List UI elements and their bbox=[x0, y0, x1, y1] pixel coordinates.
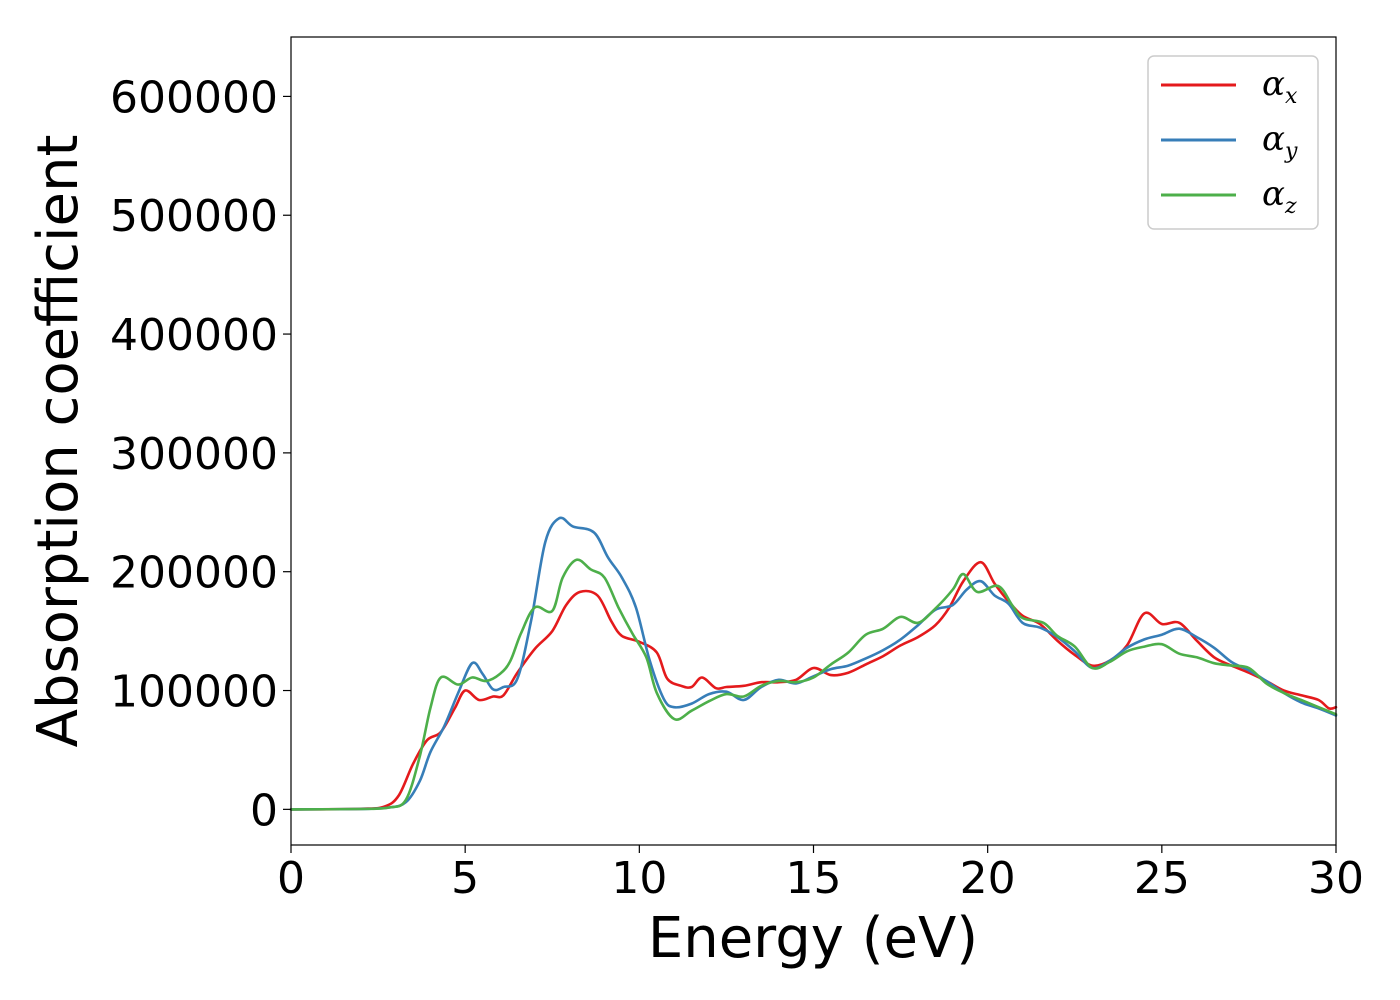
x-tick-label: 5 bbox=[451, 853, 479, 904]
legend-label-subscript: y bbox=[1284, 139, 1298, 164]
legend-label-y: αy bbox=[1262, 119, 1298, 164]
y-tick-label: 0 bbox=[250, 785, 278, 836]
x-tick-label: 25 bbox=[1134, 853, 1190, 904]
y-tick-label: 600000 bbox=[110, 72, 278, 123]
x-tick-label: 20 bbox=[960, 853, 1016, 904]
x-axis-title: Energy (eV) bbox=[648, 906, 978, 971]
legend-label-symbol: α bbox=[1262, 64, 1285, 104]
series-line-x bbox=[289, 560, 1338, 811]
legend-label-symbol: α bbox=[1262, 119, 1285, 159]
legend-label-z: αz bbox=[1262, 174, 1297, 219]
legend-box bbox=[1147, 55, 1319, 230]
legend-label-subscript: z bbox=[1284, 194, 1297, 219]
y-tick-label: 400000 bbox=[110, 310, 278, 361]
x-tick-label: 0 bbox=[277, 853, 305, 904]
legend-label-subscript: x bbox=[1285, 84, 1298, 109]
legend-label-symbol: α bbox=[1262, 174, 1285, 214]
y-tick-label: 100000 bbox=[110, 667, 278, 718]
y-tick-label: 300000 bbox=[110, 429, 278, 480]
y-axis-ticks: 0 100000 200000 300000 400000 500000 600000 bbox=[110, 72, 291, 836]
series-line-z bbox=[289, 558, 1338, 811]
x-tick-label: 15 bbox=[786, 853, 842, 904]
legend-label-x: αx bbox=[1262, 64, 1298, 109]
y-tick-label: 500000 bbox=[110, 191, 278, 242]
y-axis-title: Absorption coefficient bbox=[26, 135, 91, 748]
y-tick-label: 200000 bbox=[110, 548, 278, 599]
series-layer bbox=[289, 516, 1338, 811]
x-axis-ticks: 0 5 10 15 20 25 30 bbox=[277, 845, 1364, 904]
x-tick-label: 10 bbox=[611, 853, 667, 904]
x-tick-label: 30 bbox=[1308, 853, 1364, 904]
